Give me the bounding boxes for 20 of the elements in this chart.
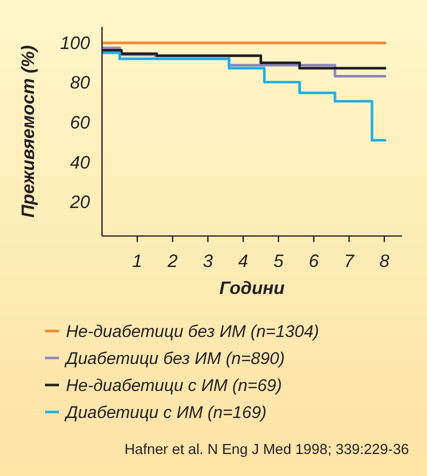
x-tick-label: 2 xyxy=(166,251,178,271)
y-tick-label: 20 xyxy=(68,192,90,212)
x-tick-label: 8 xyxy=(379,251,390,271)
x-tick-label: 6 xyxy=(308,251,320,271)
x-tick-label: 7 xyxy=(344,251,356,271)
x-tick-label: 1 xyxy=(132,251,142,271)
x-axis-title: Години xyxy=(219,278,285,298)
legend-label: Диабетици без ИМ (n=890) xyxy=(64,349,285,368)
x-tick-label: 5 xyxy=(273,251,284,271)
y-axis-title: Преживяемост (%) xyxy=(18,45,38,218)
x-tick-label: 3 xyxy=(202,251,213,271)
x-tick-label: 4 xyxy=(238,251,248,271)
text: Hafner et al. N Eng J Med 1998; 339:229-36 xyxy=(124,442,409,458)
legend-label: Не-диабетици с ИМ (n=69) xyxy=(66,376,282,395)
y-tick-label: 80 xyxy=(70,72,90,93)
legend-label: Диабетици с ИМ (n=169) xyxy=(64,403,267,422)
legend-label: Не-диабетици без ИМ (n=1304) xyxy=(66,322,320,341)
y-tick-label: 60 xyxy=(70,112,90,133)
y-tick-label: 40 xyxy=(70,152,90,172)
y-tick-label: 100 xyxy=(60,32,90,53)
